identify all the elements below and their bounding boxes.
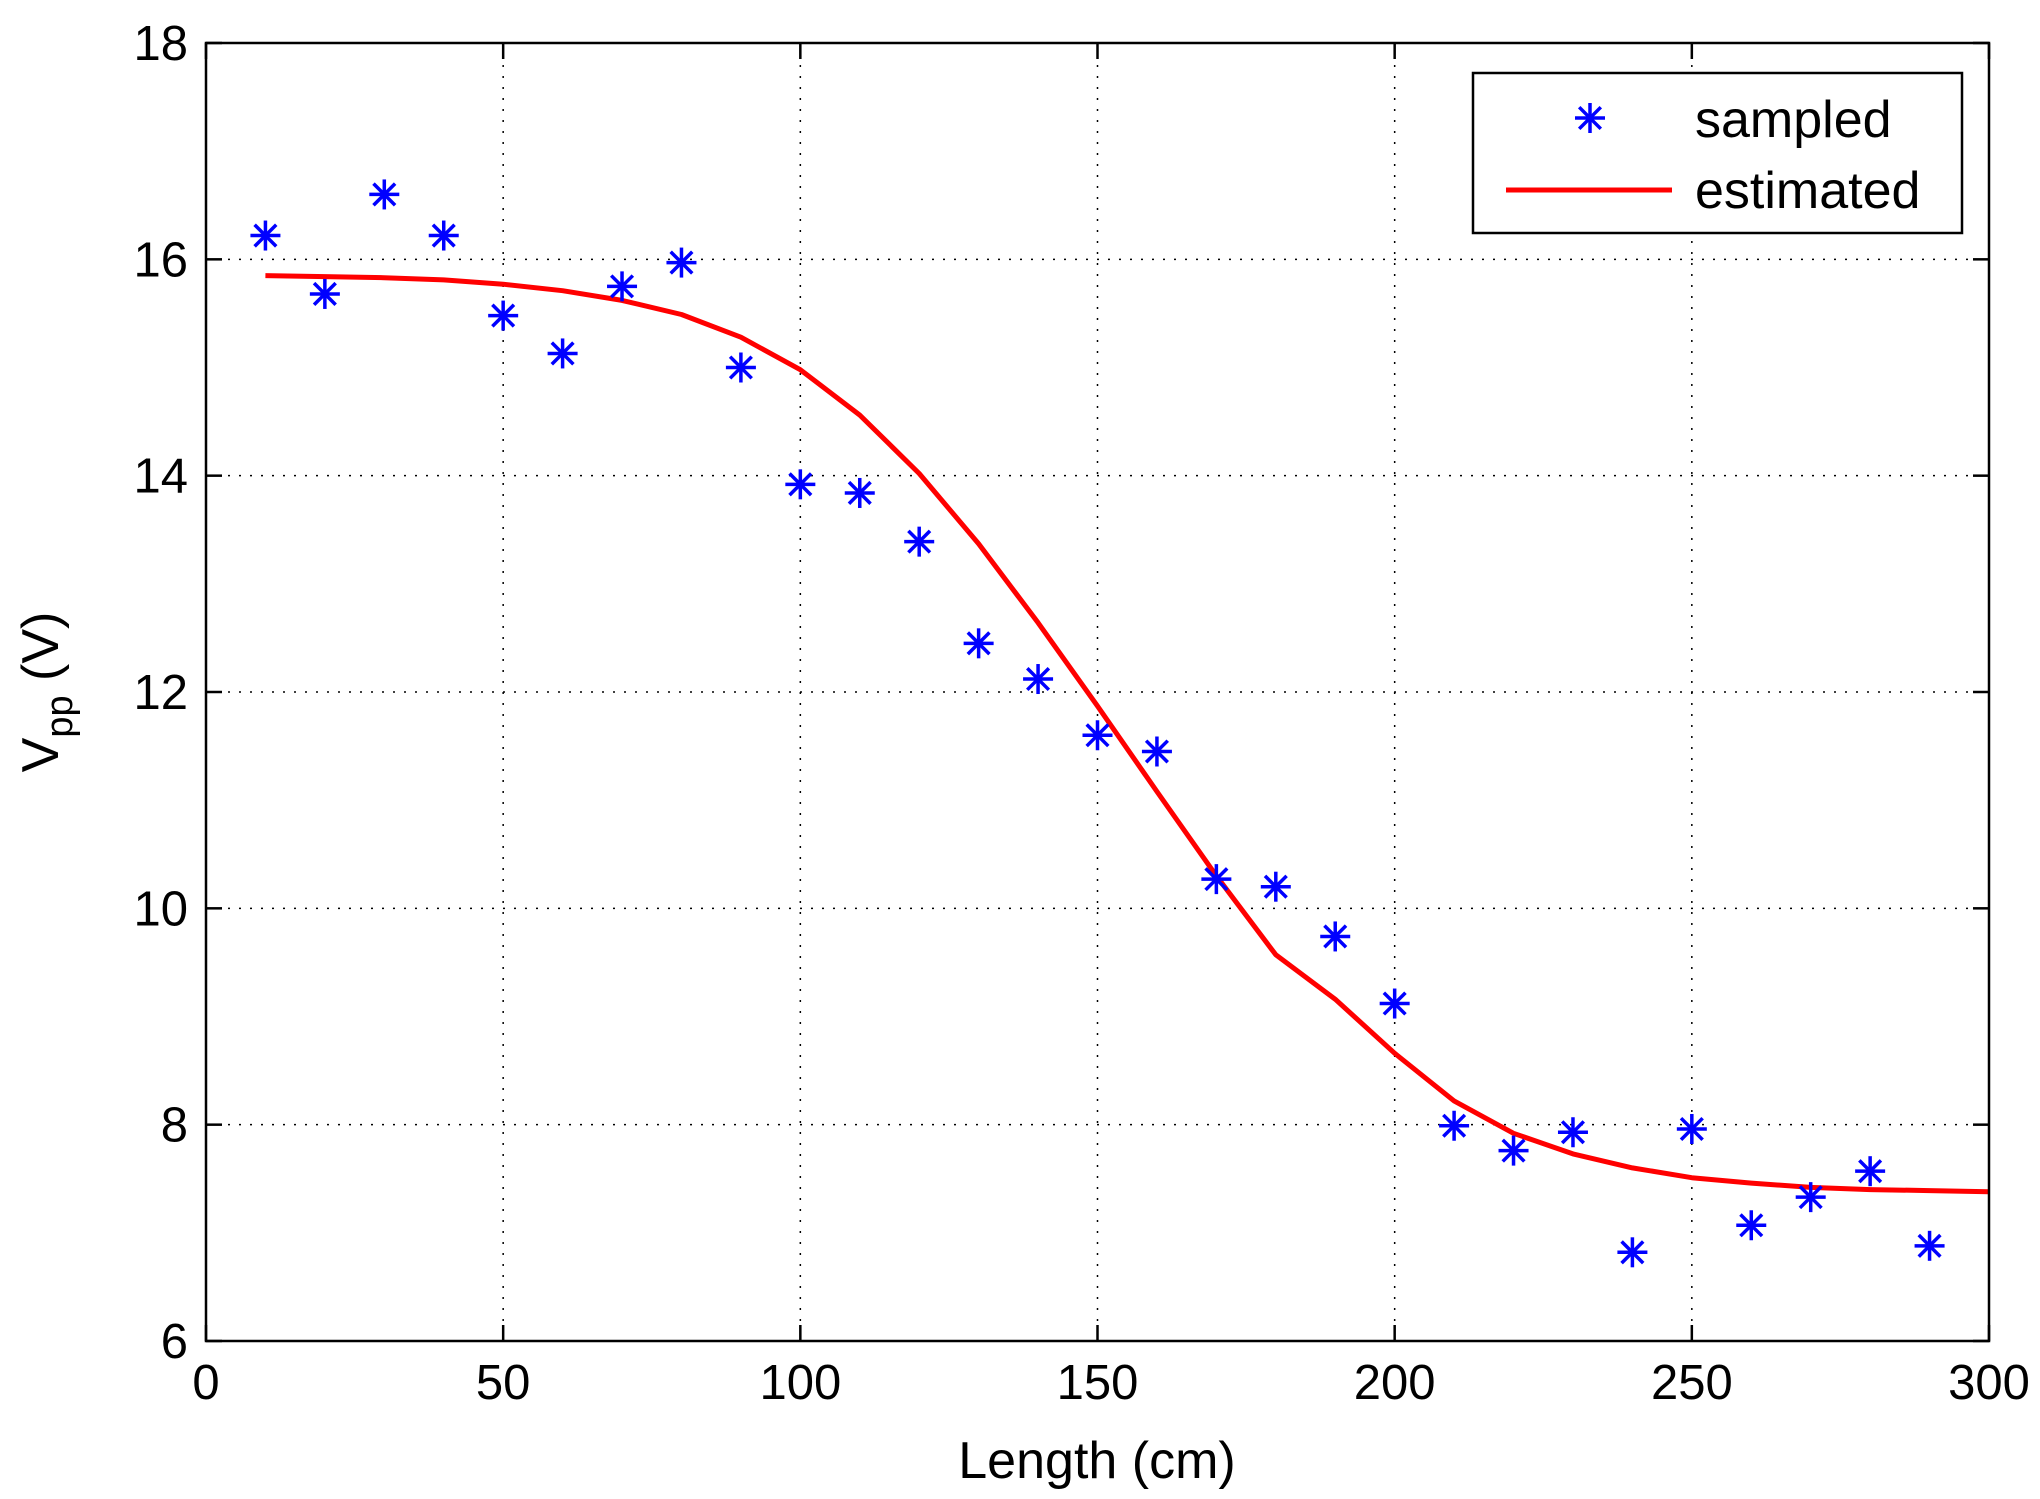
sampled-point — [1557, 1117, 1588, 1148]
x-tick-labels: 0 50 100 150 200 250 300 — [192, 1356, 2030, 1410]
legend-sampled-marker — [1575, 103, 1605, 133]
sampled-point — [666, 247, 697, 278]
legend-box — [1471, 71, 1964, 235]
sampled-point — [1260, 871, 1291, 902]
x-tick-label: 50 — [476, 1356, 531, 1410]
legend-estimated-label: estimated — [1695, 162, 1920, 220]
sampled-point — [1855, 1156, 1886, 1187]
sampled-point — [428, 220, 459, 251]
estimated-line — [265, 273, 1990, 1195]
sampled-point — [1676, 1113, 1707, 1144]
x-tick-label: 250 — [1651, 1356, 1733, 1410]
legend: sampled estimated — [1471, 71, 1964, 235]
x-axis-title: Length (cm) — [958, 1432, 1235, 1490]
y-tick-label: 18 — [133, 17, 188, 71]
y-axis-title: Vpp (V) — [12, 612, 81, 773]
x-tick-label: 150 — [1057, 1356, 1139, 1410]
y-axis-title-main: V — [12, 737, 70, 772]
sampled-point — [369, 179, 400, 210]
y-axis-title-unit: (V) — [12, 612, 70, 696]
y-tick-label: 12 — [133, 666, 188, 720]
sampled-point — [725, 352, 756, 383]
y-axis-title-sub: pp — [39, 695, 81, 737]
sampled-point — [904, 526, 935, 557]
y-tick-label: 10 — [133, 882, 188, 936]
y-tick-label: 14 — [133, 450, 188, 504]
sampled-point — [547, 338, 578, 369]
legend-sampled-label: sampled — [1695, 91, 1892, 149]
sampled-point — [488, 300, 519, 331]
sampled-point — [844, 477, 875, 508]
y-tick-label: 8 — [161, 1099, 188, 1153]
sampled-point — [1617, 1237, 1648, 1268]
x-tick-label: 300 — [1948, 1356, 2030, 1410]
y-tick-label: 16 — [133, 233, 188, 287]
y-tick-label: 6 — [161, 1315, 188, 1369]
x-tick-label: 200 — [1354, 1356, 1436, 1410]
x-tick-label: 100 — [759, 1356, 841, 1410]
y-tick-labels: 6 8 10 12 14 16 18 — [133, 17, 188, 1369]
sampled-point — [607, 271, 638, 302]
x-tick-label: 0 — [192, 1356, 219, 1410]
sampled-point — [1795, 1182, 1826, 1213]
sampled-point — [250, 220, 281, 251]
sampled-point — [785, 469, 816, 500]
axis-ticks — [204, 41, 1991, 1343]
sampled-point — [1082, 720, 1113, 751]
sampled-point — [1320, 921, 1351, 952]
sampled-point — [1914, 1230, 1945, 1261]
legend-asterisk — [1575, 103, 1605, 133]
sampled-point — [1201, 864, 1232, 895]
sampled-point — [1498, 1135, 1529, 1166]
sampled-point — [1439, 1110, 1470, 1141]
sampled-point — [1023, 664, 1054, 695]
sampled-point — [1379, 988, 1410, 1019]
sampled-point — [963, 628, 994, 659]
sampled-point — [1141, 736, 1172, 767]
sampled-point — [309, 278, 340, 309]
sampled-series — [250, 179, 1945, 1268]
sampled-point — [1736, 1210, 1767, 1241]
estimated-series — [265, 273, 1990, 1195]
